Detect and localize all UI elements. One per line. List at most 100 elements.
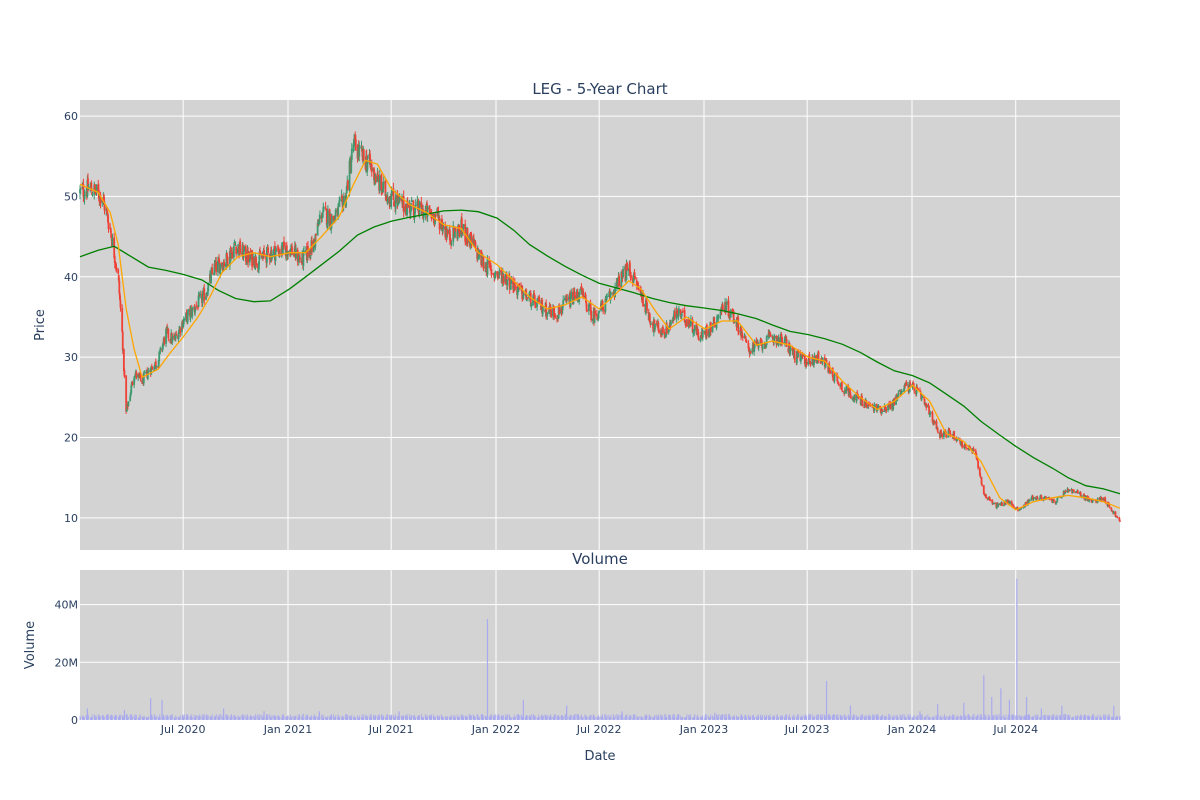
- volume-bar: [448, 716, 450, 720]
- volume-bar: [473, 716, 475, 720]
- volume-bar: [246, 717, 247, 720]
- volume-bar: [80, 717, 81, 720]
- volume-bar: [823, 714, 825, 720]
- candle-body: [625, 264, 628, 280]
- candle-body: [732, 311, 735, 323]
- candle-body: [119, 300, 122, 308]
- volume-bar: [382, 716, 383, 720]
- volume-bar: [290, 716, 292, 720]
- volume-bar: [1021, 716, 1022, 720]
- volume-bar: [696, 715, 698, 720]
- candle-body: [315, 233, 317, 235]
- volume-bar: [729, 714, 731, 720]
- volume-bar: [546, 715, 548, 720]
- volume-bar: [305, 716, 307, 720]
- candle-body: [701, 330, 704, 338]
- candle-body: [199, 293, 202, 296]
- volume-bar: [662, 715, 663, 720]
- volume-bar: [901, 715, 903, 720]
- volume-bar: [787, 716, 789, 720]
- volume-bar: [684, 717, 686, 720]
- volume-bar: [688, 715, 690, 720]
- volume-bar: [1052, 714, 1054, 720]
- volume-bar: [553, 717, 554, 720]
- candle-body: [474, 241, 477, 249]
- candle-body: [525, 298, 528, 301]
- volume-bar: [824, 716, 826, 720]
- volume-bar: [602, 713, 603, 720]
- candle-body: [602, 306, 605, 311]
- volume-bar: [151, 716, 153, 720]
- volume-bar: [207, 715, 209, 720]
- volume-bar: [398, 711, 400, 720]
- volume-bar: [722, 714, 724, 720]
- volume-bar: [765, 717, 766, 720]
- volume-bar: [961, 716, 963, 720]
- volume-bar: [95, 715, 97, 720]
- volume-bar: [141, 716, 143, 720]
- x-tick-label: Jan 2022: [471, 723, 520, 736]
- candle-body: [649, 321, 652, 325]
- volume-bar: [409, 716, 411, 720]
- volume-bar: [795, 717, 797, 720]
- volume-bar: [98, 714, 100, 720]
- volume-bar: [664, 714, 666, 720]
- candle-body: [121, 307, 124, 332]
- volume-bar: [562, 715, 564, 720]
- volume-bar: [952, 716, 954, 720]
- volume-bar: [450, 714, 452, 720]
- candle-body: [446, 229, 449, 235]
- volume-bar: [387, 715, 389, 720]
- candle-body: [987, 498, 990, 500]
- volume-bar: [1111, 717, 1112, 720]
- candle-body: [909, 382, 912, 385]
- volume-bar: [266, 714, 268, 720]
- volume-bar: [245, 715, 247, 720]
- volume-bar: [1035, 714, 1037, 720]
- volume-bar: [81, 715, 83, 720]
- candle-body: [234, 243, 236, 245]
- volume-bar: [741, 716, 743, 720]
- volume-bar: [427, 715, 429, 720]
- volume-bar: [588, 717, 590, 720]
- volume-bar: [893, 717, 895, 720]
- volume-bar: [1085, 715, 1087, 720]
- volume-bar: [419, 715, 421, 720]
- candle-body: [417, 201, 420, 213]
- volume-bar: [189, 716, 191, 720]
- volume-bar: [1088, 717, 1090, 720]
- volume-bar: [135, 717, 137, 720]
- candle-body: [346, 180, 349, 190]
- candle-body: [631, 277, 634, 284]
- candle-body: [409, 204, 411, 214]
- volume-bar: [624, 715, 626, 720]
- volume-bar: [234, 714, 235, 720]
- volume-bar: [458, 715, 460, 720]
- volume-bar: [375, 714, 377, 720]
- candle-body: [384, 180, 387, 197]
- volume-bar: [306, 714, 308, 720]
- volume-bar: [741, 714, 743, 720]
- volume-bar: [829, 716, 831, 720]
- volume-bar: [1032, 717, 1034, 720]
- candle-body: [1075, 492, 1078, 494]
- candle-body: [514, 286, 517, 288]
- candle-body: [289, 248, 292, 255]
- candle-body: [242, 251, 245, 259]
- volume-bar: [250, 716, 252, 720]
- volume-bar: [550, 714, 552, 720]
- volume-bar: [534, 715, 536, 720]
- volume-bar: [632, 717, 634, 720]
- volume-bar: [745, 715, 747, 720]
- volume-bar: [681, 716, 683, 720]
- volume-bar: [128, 716, 129, 720]
- candle-body: [187, 309, 190, 312]
- volume-bar: [650, 716, 651, 720]
- volume-bar: [748, 716, 750, 720]
- candle-body: [174, 333, 177, 339]
- volume-bar: [118, 717, 120, 720]
- candle-body: [833, 374, 836, 382]
- candle-body: [755, 340, 758, 344]
- volume-bar: [271, 717, 272, 720]
- candle-body: [418, 213, 420, 215]
